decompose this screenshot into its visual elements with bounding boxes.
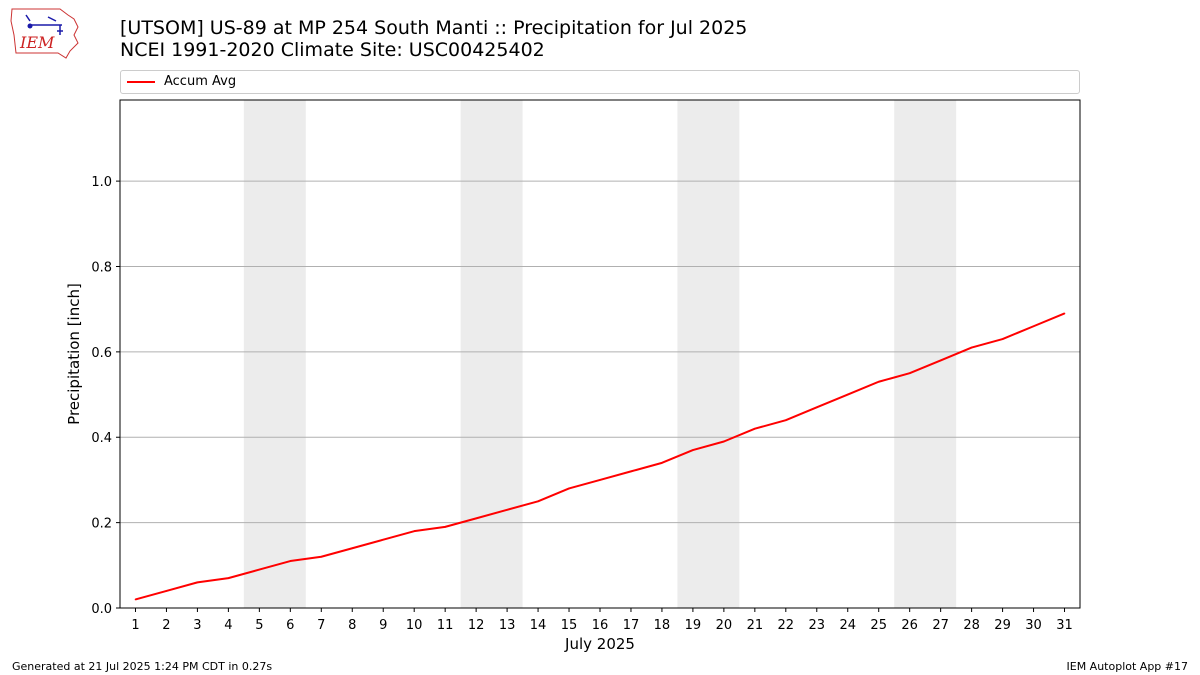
x-tick-label: 12 (468, 618, 485, 633)
data-point (568, 487, 570, 490)
generated-timestamp: Generated at 21 Jul 2025 1:24 PM CDT in … (12, 660, 273, 673)
data-point (196, 581, 199, 584)
x-tick-label: 25 (870, 618, 887, 633)
x-tick-label: 16 (592, 618, 609, 633)
data-point (1063, 312, 1066, 315)
y-tick-label: 0.4 (91, 431, 112, 446)
x-axis-label: July 2025 (564, 635, 635, 653)
y-tick-label: 0.8 (91, 260, 112, 275)
x-tick-label: 8 (348, 618, 356, 633)
legend-swatch (127, 81, 155, 83)
logo-text: IEM (19, 33, 55, 52)
data-point (846, 393, 849, 396)
weekend-band (460, 100, 523, 608)
data-point (815, 406, 818, 409)
weekend-band (243, 100, 306, 608)
x-tick-label: 3 (193, 618, 201, 633)
weekend-band (677, 100, 740, 608)
data-point (289, 560, 292, 562)
iem-logo-icon: IEM (10, 8, 79, 59)
x-tick-label: 29 (994, 618, 1011, 633)
x-tick-label: 20 (716, 618, 733, 633)
x-tick-label: 24 (839, 618, 856, 633)
x-tick-label: 13 (499, 618, 516, 633)
x-tick-label: 22 (778, 618, 795, 633)
data-point (723, 440, 725, 443)
data-point (506, 509, 508, 511)
weekend-band (894, 100, 957, 608)
x-tick-label: 26 (901, 618, 918, 633)
x-tick-label: 10 (406, 618, 423, 633)
x-tick-label: 30 (1025, 618, 1042, 633)
x-tick-label: 21 (747, 618, 764, 633)
data-point (877, 380, 880, 383)
y-tick-label: 0.6 (91, 346, 112, 361)
y-tick-label: 0.0 (91, 602, 112, 617)
data-point (444, 526, 446, 528)
data-point (599, 479, 601, 481)
data-point (475, 517, 477, 520)
x-tick-label: 27 (932, 618, 949, 633)
data-point (692, 449, 694, 451)
legend: Accum Avg (120, 70, 1080, 94)
data-point (134, 598, 137, 601)
x-tick-label: 4 (224, 618, 232, 633)
data-point (661, 462, 663, 464)
y-tick-label: 0.2 (91, 517, 112, 532)
data-point (754, 427, 756, 430)
x-tick-label: 23 (809, 618, 826, 633)
x-tick-label: 9 (379, 618, 387, 633)
data-point (382, 538, 385, 541)
chart-title: [UTSOM] US-89 at MP 254 South Manti :: P… (120, 17, 748, 39)
data-point (785, 419, 787, 421)
data-point (939, 359, 942, 362)
data-point (258, 568, 261, 571)
x-tick-label: 18 (654, 618, 671, 633)
data-point (1032, 325, 1035, 328)
x-tick-label: 15 (561, 618, 578, 633)
legend-label: Accum Avg (164, 74, 237, 89)
data-point (537, 500, 539, 503)
x-tick-label: 6 (286, 618, 294, 633)
app-credit: IEM Autoplot App #17 (1066, 660, 1189, 673)
data-point (165, 590, 168, 592)
x-tick-label: 28 (963, 618, 980, 633)
chart-subtitle: NCEI 1991-2020 Climate Site: USC00425402 (120, 39, 545, 61)
data-point (413, 530, 415, 532)
x-tick-label: 17 (623, 618, 640, 633)
y-tick-label: 1.0 (91, 175, 112, 190)
x-tick-label: 19 (685, 618, 702, 633)
x-tick-label: 2 (162, 618, 170, 633)
x-tick-label: 14 (530, 618, 547, 633)
y-axis-label: Precipitation [inch] (65, 283, 83, 425)
data-point (320, 555, 323, 558)
x-tick-label: 5 (255, 618, 263, 633)
data-point (908, 372, 911, 375)
x-tick-label: 31 (1056, 618, 1073, 633)
data-point (227, 577, 230, 579)
x-tick-label: 7 (317, 618, 325, 633)
data-point (351, 547, 354, 550)
data-point (630, 470, 632, 473)
data-point (1001, 338, 1004, 340)
x-tick-label: 1 (131, 618, 139, 633)
x-tick-label: 11 (437, 618, 454, 633)
data-point (970, 346, 973, 349)
